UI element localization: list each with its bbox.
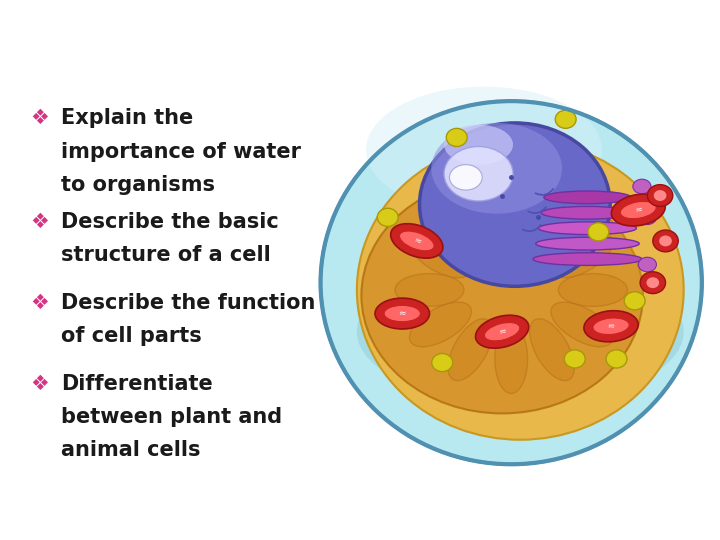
Text: structure of a cell: structure of a cell xyxy=(61,246,271,266)
Ellipse shape xyxy=(647,185,672,206)
Ellipse shape xyxy=(375,298,430,329)
Ellipse shape xyxy=(588,223,609,241)
Ellipse shape xyxy=(654,190,667,201)
Ellipse shape xyxy=(639,210,657,225)
Ellipse shape xyxy=(410,233,472,278)
Ellipse shape xyxy=(449,165,482,190)
Ellipse shape xyxy=(320,101,702,464)
Ellipse shape xyxy=(391,224,443,258)
Ellipse shape xyxy=(410,302,472,347)
Ellipse shape xyxy=(448,319,492,381)
Text: Describe the basic: Describe the basic xyxy=(61,212,279,232)
Text: importance of water: importance of water xyxy=(61,141,301,161)
Ellipse shape xyxy=(446,129,467,146)
Ellipse shape xyxy=(593,318,629,335)
Text: Structure and Function: Structure and Function xyxy=(50,22,522,56)
Ellipse shape xyxy=(530,319,575,381)
Ellipse shape xyxy=(495,186,528,255)
Ellipse shape xyxy=(541,206,634,219)
Ellipse shape xyxy=(530,199,575,261)
Ellipse shape xyxy=(536,237,639,250)
Ellipse shape xyxy=(485,322,520,341)
Text: ❖: ❖ xyxy=(30,109,49,129)
Text: ≈: ≈ xyxy=(634,205,643,215)
Text: ≈: ≈ xyxy=(412,235,422,246)
Ellipse shape xyxy=(564,350,585,368)
Ellipse shape xyxy=(448,199,492,261)
Ellipse shape xyxy=(584,310,638,342)
Ellipse shape xyxy=(377,208,398,226)
Text: ≈: ≈ xyxy=(498,326,507,337)
Ellipse shape xyxy=(544,191,631,204)
Ellipse shape xyxy=(640,272,665,294)
Text: animal cells: animal cells xyxy=(61,440,201,460)
Ellipse shape xyxy=(633,179,651,194)
Ellipse shape xyxy=(539,222,636,234)
Ellipse shape xyxy=(432,354,453,372)
Ellipse shape xyxy=(647,277,660,288)
Ellipse shape xyxy=(475,315,528,348)
Ellipse shape xyxy=(559,274,627,306)
Ellipse shape xyxy=(395,274,464,306)
Ellipse shape xyxy=(444,125,513,165)
Ellipse shape xyxy=(624,292,645,310)
Ellipse shape xyxy=(606,350,627,368)
Text: ❖: ❖ xyxy=(30,293,49,313)
Ellipse shape xyxy=(555,110,576,129)
Ellipse shape xyxy=(357,140,684,440)
Ellipse shape xyxy=(444,146,513,201)
Text: Explain the: Explain the xyxy=(61,109,194,129)
Ellipse shape xyxy=(495,325,528,394)
Ellipse shape xyxy=(384,306,420,322)
Ellipse shape xyxy=(611,194,665,226)
Text: between plant and: between plant and xyxy=(61,407,282,427)
Ellipse shape xyxy=(551,302,613,347)
Ellipse shape xyxy=(431,123,562,214)
Ellipse shape xyxy=(621,201,656,219)
Ellipse shape xyxy=(361,177,643,414)
Text: to organisms: to organisms xyxy=(61,175,215,195)
Ellipse shape xyxy=(420,123,610,286)
Text: ❖: ❖ xyxy=(30,374,49,394)
Text: ❖: ❖ xyxy=(30,212,49,232)
Text: Differentiate: Differentiate xyxy=(61,374,213,394)
Ellipse shape xyxy=(639,257,657,272)
Ellipse shape xyxy=(533,253,642,266)
Ellipse shape xyxy=(366,86,602,214)
Text: ≈: ≈ xyxy=(607,321,615,331)
Text: ≈: ≈ xyxy=(398,309,406,318)
Ellipse shape xyxy=(400,231,434,251)
Ellipse shape xyxy=(357,259,684,404)
Ellipse shape xyxy=(551,233,613,278)
Ellipse shape xyxy=(379,181,643,399)
Text: Describe the function: Describe the function xyxy=(61,293,315,313)
Ellipse shape xyxy=(653,230,678,252)
Ellipse shape xyxy=(660,235,672,246)
Text: of cell parts: of cell parts xyxy=(61,326,202,346)
